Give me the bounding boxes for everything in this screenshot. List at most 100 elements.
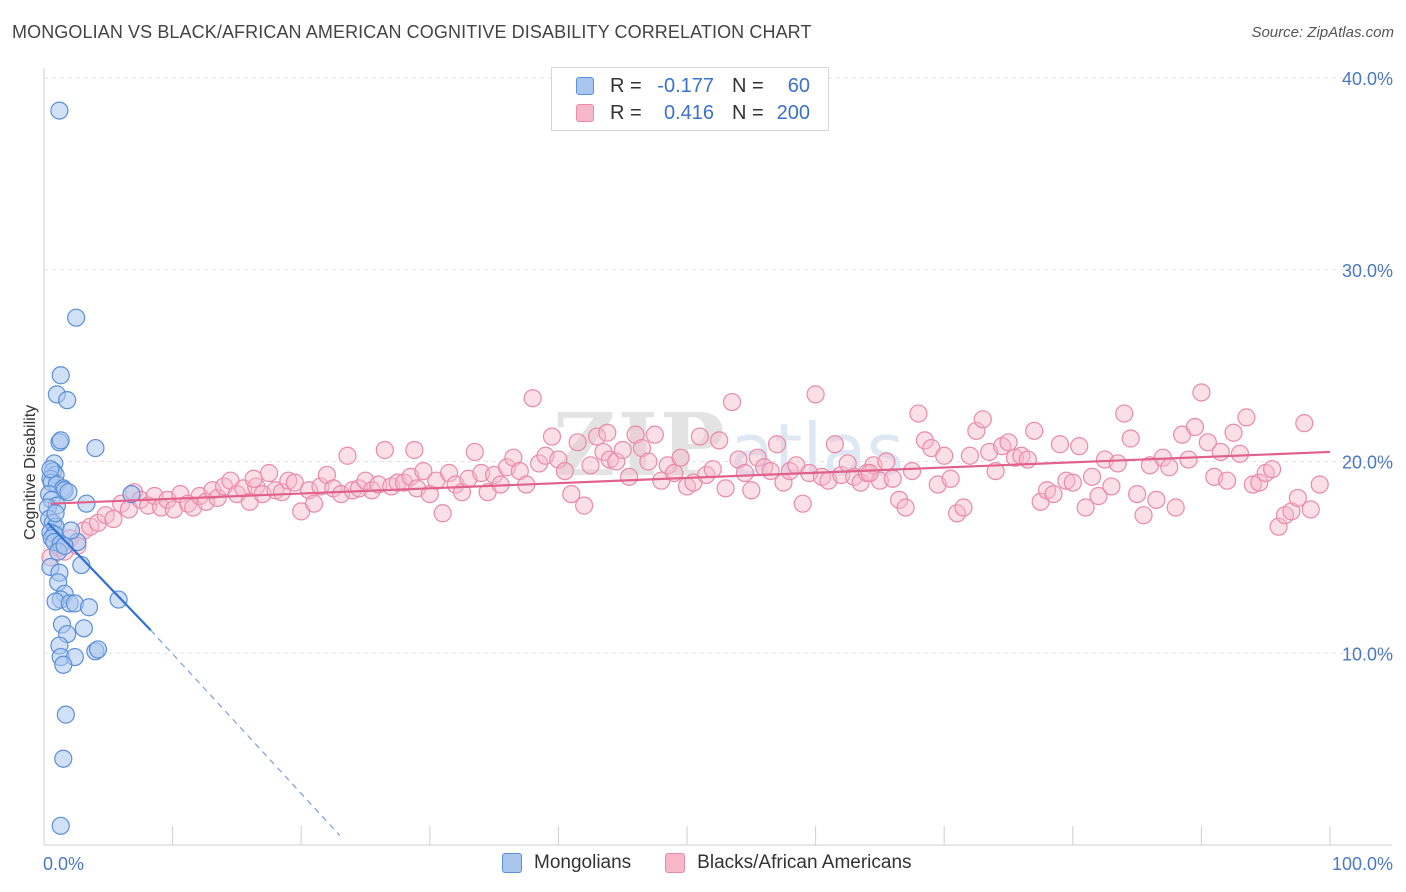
mongolian-point (56, 705, 75, 724)
black-point (433, 504, 452, 523)
blacks-legend-icon (665, 853, 686, 873)
black-point (716, 479, 735, 498)
black-point (1237, 408, 1256, 427)
legend-r-value: -0.177 (657, 74, 714, 97)
black-point (1063, 473, 1082, 492)
black-point (1166, 498, 1185, 517)
mongolian-point (50, 101, 69, 120)
grid-lines (44, 77, 1392, 654)
black-point (414, 461, 433, 481)
series-legend: Mongolians Blacks/African Americans (502, 852, 946, 874)
mongolian-point (109, 590, 128, 609)
mongolian-point (51, 816, 70, 835)
black-point (620, 467, 639, 486)
black-point (523, 389, 542, 408)
mongolian-point (54, 655, 73, 674)
black-point (555, 461, 574, 481)
black-point (304, 494, 324, 513)
mongolian-trend-extension (150, 629, 341, 836)
black-point (902, 461, 922, 481)
black-point (285, 473, 304, 492)
black-point (1224, 423, 1243, 442)
mongolian-point (122, 484, 141, 504)
legend-n-value: 200 (776, 101, 810, 124)
mongolian-point (79, 598, 99, 617)
black-point (671, 448, 690, 467)
trend-lines (47, 450, 1331, 836)
legend-r-value: 0.416 (663, 101, 714, 124)
black-point (735, 463, 754, 483)
black-point (690, 427, 709, 446)
black-point (1269, 517, 1288, 536)
black-point (1108, 454, 1127, 473)
y-tick-label: 30.0% (1342, 261, 1393, 281)
black-point (598, 423, 617, 442)
black-point (909, 404, 928, 423)
mongolian-point (74, 619, 93, 638)
black-point (748, 448, 767, 467)
black-point (331, 484, 351, 504)
mongolian-point (88, 640, 108, 659)
correlation-legend: R = -0.177 N = 60 R = 0.416 N = 200 (551, 67, 829, 131)
y-tick-label: 10.0% (1342, 644, 1393, 664)
black-point (1089, 486, 1108, 506)
black-point (1263, 460, 1282, 479)
legend-r-label: R = (610, 101, 642, 124)
legend-n-label: N = (732, 101, 764, 124)
legend-row-blacks: R = 0.416 N = 200 (576, 100, 810, 126)
black-point (1192, 383, 1211, 402)
legend-n-label: N = (732, 74, 764, 97)
black-point (299, 481, 319, 500)
y-axis-label: Cognitive Disability (22, 405, 39, 540)
black-point (1301, 500, 1320, 519)
mongolian-point (41, 460, 60, 479)
mongolians-legend-icon (502, 853, 522, 873)
black-point (244, 469, 263, 488)
black-point (1211, 442, 1230, 462)
black-point (960, 446, 980, 465)
series-mongolian-points (38, 101, 141, 835)
black-point (1121, 429, 1140, 448)
mongolian-point (55, 536, 74, 555)
black-point (986, 461, 1005, 481)
blacks-swatch-icon (576, 104, 594, 122)
y-tick-label: 40.0% (1342, 69, 1393, 89)
mongolian-point (67, 308, 86, 327)
black-point (607, 452, 626, 471)
source-label: Source: ZipAtlas.com (1251, 24, 1394, 41)
black-point (1050, 435, 1070, 454)
black-point (587, 427, 607, 446)
black-point (999, 433, 1018, 452)
svg-text:atlas: atlas (730, 408, 904, 492)
black-point (104, 509, 123, 529)
axes (43, 68, 1392, 846)
black-point (1288, 488, 1307, 508)
black-point (1115, 404, 1134, 423)
black-point (703, 460, 722, 479)
black-point (742, 481, 761, 500)
legend-item-blacks[interactable]: Blacks/African Americans (665, 852, 912, 874)
black-point (279, 471, 298, 490)
black-point (860, 463, 879, 483)
black-point (883, 469, 902, 488)
mongolian-point (46, 504, 65, 523)
black-point (542, 427, 562, 446)
x-tick-label-min: 0.0% (43, 854, 84, 874)
black-point (1179, 450, 1198, 469)
legend-r-label: R = (610, 74, 642, 97)
black-point (639, 452, 658, 471)
black-point (1160, 458, 1179, 477)
black-point (877, 452, 896, 471)
legend-item-mongolians[interactable]: Mongolians (502, 852, 631, 874)
black-point (722, 392, 742, 412)
black-point (710, 431, 729, 450)
black-trend-line (50, 450, 1331, 505)
x-tick-label-max: 100.0% (1332, 854, 1393, 874)
black-point (967, 421, 986, 440)
legend-label-blacks: Blacks/African Americans (697, 852, 912, 873)
black-point (1102, 477, 1121, 496)
black-point (1147, 490, 1166, 509)
black-point (1185, 417, 1205, 437)
mongolian-point (61, 521, 81, 540)
